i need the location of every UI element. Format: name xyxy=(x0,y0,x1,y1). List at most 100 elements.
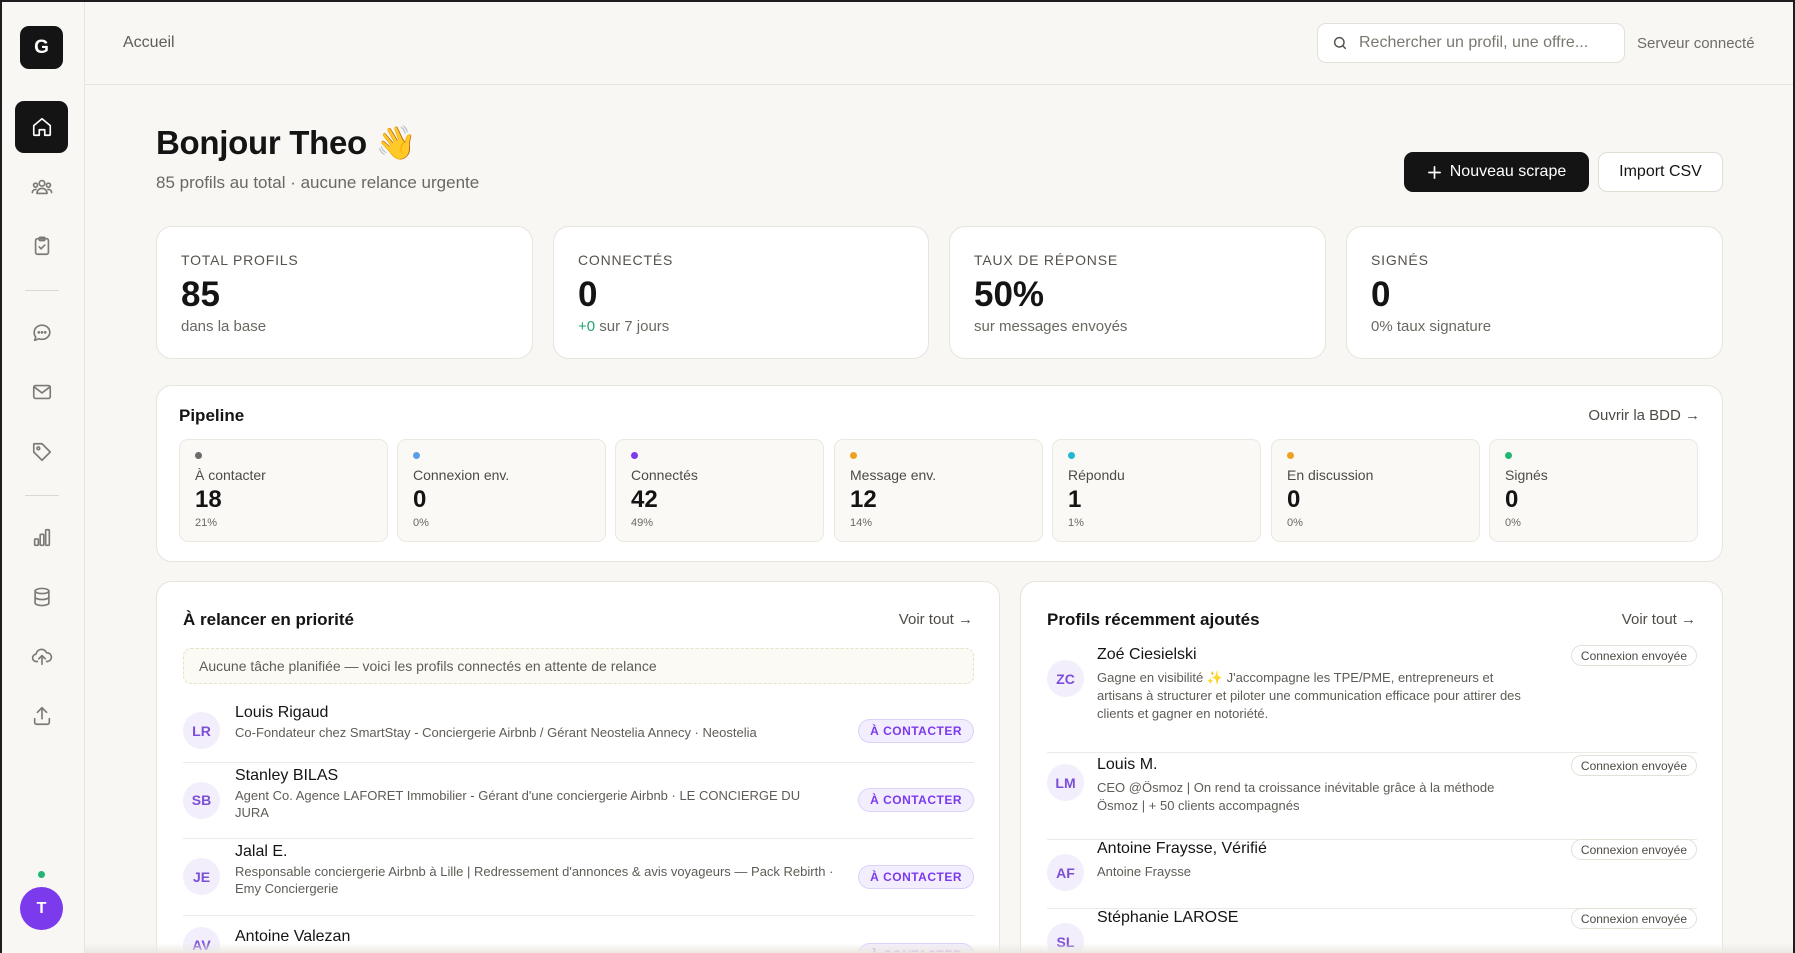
recent-panel: Profils récemment ajoutés Voir tout → ZC… xyxy=(1020,581,1723,953)
pipeline-title: Pipeline xyxy=(179,406,245,425)
nav-separator xyxy=(25,495,59,496)
avatar: ZC xyxy=(1047,660,1084,697)
nav-tags[interactable] xyxy=(15,426,68,478)
recent-row[interactable]: AF Antoine Fraysse, Vérifié Antoine Frayss… xyxy=(1047,839,1697,909)
pipeline-card: Pipeline Ouvrir la BDD → À contacter 18 21… xyxy=(156,385,1723,562)
profile-name: Zoé Ciesielski xyxy=(1097,646,1197,663)
pipeline-stage[interactable]: Message env. 12 14% xyxy=(834,439,1043,542)
stage-label: À contacter xyxy=(195,467,266,483)
mail-icon xyxy=(32,384,51,400)
profile-headline: Co-Fondateur chez SmartStay - Concierger… xyxy=(235,725,757,740)
avatar: JE xyxy=(183,858,220,895)
pipeline-stage[interactable]: Connexion env. 0 0% xyxy=(397,439,606,542)
stage-count: 0 xyxy=(1287,486,1301,513)
priority-row[interactable]: JE Jalal E. Responsable conciergerie Airbn… xyxy=(183,839,974,916)
search-box[interactable] xyxy=(1317,23,1625,63)
new-scrape-button[interactable]: Nouveau scrape xyxy=(1404,152,1589,192)
upload-icon xyxy=(33,706,50,726)
stat-value: 0 xyxy=(578,275,598,314)
stat-sub: dans la base xyxy=(181,318,267,335)
home-icon xyxy=(32,117,51,137)
pipeline-stage[interactable]: Répondu 1 1% xyxy=(1052,439,1261,542)
stage-percent: 0% xyxy=(1287,517,1303,529)
profile-name: Stanley BILAS xyxy=(235,767,339,784)
cloud-upload-icon xyxy=(31,648,52,666)
stage-percent: 0% xyxy=(413,517,429,529)
avatar: LM xyxy=(1047,764,1084,801)
recent-row[interactable]: ZC Zoé Ciesielski Gagne en visibilité ✨ J'… xyxy=(1047,645,1697,753)
nav-tasks[interactable] xyxy=(15,220,68,272)
priority-row[interactable]: LR Louis Rigaud Co-Fondateur chez SmartSta… xyxy=(183,700,974,763)
recent-row[interactable]: LM Louis M. CEO @Ösmoz | On rend ta croiss… xyxy=(1047,753,1697,840)
stage-label: Signés xyxy=(1505,467,1548,483)
nav-mail[interactable] xyxy=(15,366,68,418)
nav-separator xyxy=(25,290,59,291)
pipeline-stage[interactable]: Signés 0 0% xyxy=(1489,439,1698,542)
stage-color-dot xyxy=(631,452,638,459)
stage-count: 0 xyxy=(1505,486,1519,513)
stage-label: Répondu xyxy=(1068,467,1125,483)
priority-panel: À relancer en priorité Voir tout → Aucun… xyxy=(156,581,1000,953)
nav-messages[interactable] xyxy=(15,307,68,359)
recent-title: Profils récemment ajoutés xyxy=(1047,610,1260,629)
profile-name: Jalal E. xyxy=(235,843,288,860)
status-badge: À CONTACTER xyxy=(858,788,974,812)
profile-name: Stéphanie LAROSE xyxy=(1097,909,1239,926)
pipeline-stage[interactable]: En discussion 0 0% xyxy=(1271,439,1480,542)
import-csv-button[interactable]: Import CSV xyxy=(1598,152,1723,192)
stat-value: 0 xyxy=(1371,275,1391,314)
breadcrumb[interactable]: Accueil xyxy=(123,34,175,51)
priority-row[interactable]: SB Stanley BILAS Agent Co. Agence LAFORET … xyxy=(183,763,974,839)
status-badge: À CONTACTER xyxy=(858,718,974,743)
stage-color-dot xyxy=(850,452,857,459)
nav-home[interactable] xyxy=(15,101,68,153)
stage-color-dot xyxy=(1505,452,1512,459)
status-badge: Connexion envoyée xyxy=(1570,755,1697,776)
nav-analytics[interactable] xyxy=(15,512,68,564)
nav-database[interactable] xyxy=(15,571,68,623)
bottom-fade xyxy=(85,943,1795,953)
message-icon xyxy=(32,324,51,342)
stat-sub: +0 sur 7 jours xyxy=(578,318,669,335)
stage-color-dot xyxy=(195,452,202,459)
stage-color-dot xyxy=(1287,452,1294,459)
search-icon xyxy=(1333,36,1347,50)
stat-label: TOTAL PROFILS xyxy=(181,252,299,268)
page-title: Bonjour Theo 👋 xyxy=(156,124,417,161)
priority-see-all-link[interactable]: Voir tout → xyxy=(898,611,973,628)
nav-export[interactable] xyxy=(15,690,68,742)
stage-label: En discussion xyxy=(1287,467,1374,483)
user-avatar[interactable]: T xyxy=(20,887,63,930)
status-badge: À CONTACTER xyxy=(858,864,974,889)
app-logo[interactable]: G xyxy=(20,26,63,69)
avatar: LR xyxy=(183,712,220,749)
stat-card-connected: CONNECTÉS 0 +0 sur 7 jours xyxy=(553,226,929,359)
page-summary: 85 profils au total · aucune relance urg… xyxy=(156,173,480,192)
priority-title: À relancer en priorité xyxy=(183,610,355,629)
new-scrape-label: Nouveau scrape xyxy=(1449,163,1567,180)
search-input[interactable] xyxy=(1359,34,1619,52)
stage-percent: 49% xyxy=(631,517,654,529)
stage-percent: 1% xyxy=(1068,517,1084,529)
profile-headline: Antoine Fraysse xyxy=(1097,864,1191,879)
stage-count: 18 xyxy=(195,486,222,513)
open-database-link[interactable]: Ouvrir la BDD → xyxy=(1588,407,1700,424)
stat-label: CONNECTÉS xyxy=(578,252,674,268)
stage-label: Connectés xyxy=(631,467,698,483)
status-badge: Connexion envoyée xyxy=(1570,908,1697,929)
sidebar: G T xyxy=(0,0,85,953)
stat-value: 85 xyxy=(181,275,220,314)
nav-cloud-upload[interactable] xyxy=(15,630,68,682)
stat-delta: +0 xyxy=(578,318,596,335)
pipeline-stage[interactable]: À contacter 18 21% xyxy=(179,439,388,542)
stage-percent: 0% xyxy=(1505,517,1521,529)
stat-sub: sur messages envoyés xyxy=(974,318,1128,335)
profile-name: Louis Rigaud xyxy=(235,704,329,721)
avatar: AF xyxy=(1047,854,1084,891)
nav-profiles[interactable] xyxy=(15,161,68,213)
users-icon xyxy=(31,179,52,195)
pipeline-stage[interactable]: Connectés 42 49% xyxy=(615,439,824,542)
tag-icon xyxy=(32,442,51,462)
stage-color-dot xyxy=(413,452,420,459)
recent-see-all-link[interactable]: Voir tout → xyxy=(1621,611,1696,628)
